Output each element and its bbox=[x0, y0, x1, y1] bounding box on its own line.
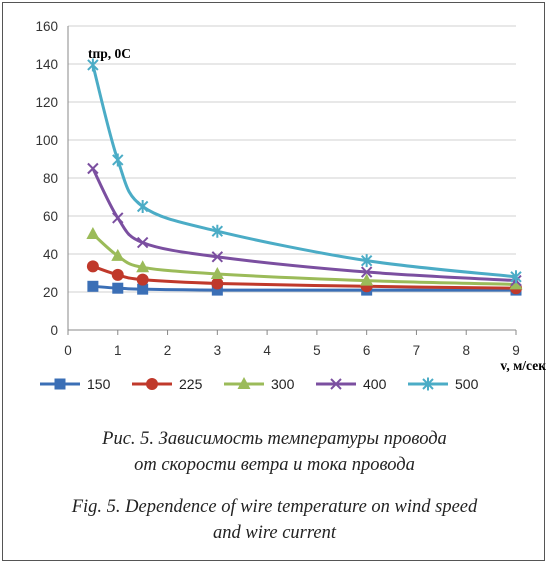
y-tick-label: 0 bbox=[50, 323, 58, 338]
legend-marker bbox=[422, 377, 434, 391]
legend-item-400: 400 bbox=[316, 376, 387, 392]
x-tick-label: 9 bbox=[512, 343, 520, 358]
series-225 bbox=[86, 260, 522, 295]
legend-label: 300 bbox=[271, 376, 295, 392]
grid-lines bbox=[68, 25, 516, 293]
x-tick-label: 7 bbox=[413, 343, 421, 358]
caption-russian: Рис. 5. Зависимость температуры провода … bbox=[0, 426, 549, 478]
data-point-150 bbox=[211, 284, 223, 296]
caption-ru-line1: Рис. 5. Зависимость температуры провода bbox=[102, 429, 447, 449]
data-point-300 bbox=[210, 266, 224, 279]
legend-item-300: 300 bbox=[224, 376, 295, 392]
legend-item-150: 150 bbox=[40, 376, 111, 392]
tick-labels: 0 20 40 60 80 100 120 140 160 0 1 2 3 4 5 6 7 8 9 bbox=[35, 19, 519, 358]
y-axis-label: tпр, 0С bbox=[88, 46, 131, 61]
data-point-150 bbox=[112, 282, 124, 294]
y-tick-label: 40 bbox=[43, 247, 58, 262]
legend-label: 500 bbox=[455, 376, 479, 392]
y-tick-label: 60 bbox=[43, 209, 58, 224]
data-point-500 bbox=[211, 224, 224, 238]
x-tick-label: 1 bbox=[114, 343, 122, 358]
data-point-400 bbox=[87, 162, 99, 175]
caption-en-line2: and wire current bbox=[213, 523, 336, 543]
legend-marker bbox=[146, 378, 158, 390]
data-point-300 bbox=[111, 248, 125, 261]
data-point-400 bbox=[136, 236, 149, 249]
series-500 bbox=[87, 58, 522, 284]
x-axis-label: v, м/сек bbox=[500, 358, 546, 373]
caption-en-line1: Fig. 5. Dependence of wire temperature o… bbox=[71, 497, 478, 517]
legend-item-500: 500 bbox=[408, 376, 479, 392]
y-tick-label: 160 bbox=[35, 19, 58, 34]
data-point-150 bbox=[137, 283, 149, 295]
y-tick-label: 20 bbox=[43, 285, 58, 300]
data-point-225 bbox=[111, 268, 124, 281]
y-tick-label: 80 bbox=[43, 171, 58, 186]
x-tick-label: 4 bbox=[263, 343, 271, 358]
legend-label: 150 bbox=[87, 376, 111, 392]
legend-marker bbox=[54, 378, 66, 390]
data-point-500 bbox=[87, 58, 99, 72]
series-group bbox=[86, 58, 523, 296]
figure-frame bbox=[2, 2, 545, 561]
series-300 bbox=[86, 227, 523, 290]
x-tick-label: 2 bbox=[164, 343, 172, 358]
data-point-500 bbox=[136, 200, 149, 213]
data-point-500 bbox=[510, 270, 522, 284]
data-point-300 bbox=[509, 277, 523, 290]
data-point-225 bbox=[86, 260, 99, 273]
legend: 150 225 300 400 500 bbox=[40, 376, 479, 392]
data-point-225 bbox=[211, 277, 224, 290]
x-tick-label: 3 bbox=[214, 343, 222, 358]
data-point-150 bbox=[87, 280, 99, 292]
data-point-500 bbox=[360, 254, 373, 268]
data-point-300 bbox=[136, 260, 150, 273]
x-tick-label: 8 bbox=[462, 343, 470, 358]
data-point-400 bbox=[360, 266, 373, 278]
data-point-400 bbox=[112, 212, 124, 224]
caption-english: Fig. 5. Dependence of wire temperature o… bbox=[0, 494, 549, 546]
data-point-300 bbox=[86, 227, 100, 240]
data-point-225 bbox=[136, 273, 149, 286]
caption-ru-line2: от скорости ветра и тока провода bbox=[134, 455, 415, 475]
y-tick-label: 140 bbox=[35, 57, 58, 72]
data-point-300 bbox=[360, 273, 374, 286]
y-tick-label: 100 bbox=[35, 133, 58, 148]
legend-item-225: 225 bbox=[132, 376, 203, 392]
legend-marker bbox=[330, 378, 342, 390]
legend-label: 225 bbox=[179, 376, 203, 392]
legend-label: 400 bbox=[363, 376, 387, 392]
x-tick-label: 6 bbox=[363, 343, 371, 358]
data-point-500 bbox=[112, 153, 124, 167]
y-tick-label: 120 bbox=[35, 95, 58, 110]
legend-marker bbox=[237, 377, 251, 389]
x-tick-label: 5 bbox=[313, 343, 321, 358]
series-400 bbox=[87, 162, 522, 287]
series-line-500 bbox=[91, 64, 517, 279]
x-tick-label: 0 bbox=[64, 343, 72, 358]
data-point-400 bbox=[211, 251, 224, 263]
axes bbox=[67, 26, 517, 335]
series-line-400 bbox=[91, 167, 517, 283]
